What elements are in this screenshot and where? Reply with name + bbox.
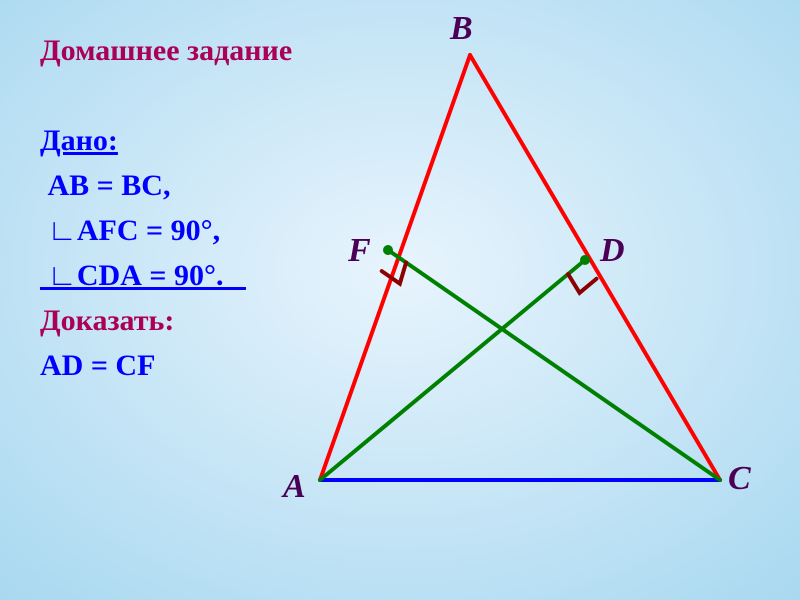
problem-text-block: Домашнее задание Дано: АВ = ВС, ∟АFС = 9… [40, 28, 292, 388]
point-label-B: B [450, 10, 473, 48]
point-label-F: F [348, 232, 371, 270]
slide-stage: Домашнее задание Дано: АВ = ВС, ∟АFС = 9… [0, 0, 800, 600]
point-label-C: C [728, 460, 751, 498]
prove-label: Доказать: [40, 298, 292, 343]
point-label-A: A [283, 468, 306, 506]
given-line: ∟СDА = 90°. [40, 253, 292, 298]
given-label: Дано: [40, 118, 292, 163]
given-line: ∟АFС = 90°, [40, 208, 292, 253]
hw-title: Домашнее задание [40, 28, 292, 73]
prove-line: АD = CF [40, 343, 292, 388]
given-line: АВ = ВС, [40, 163, 292, 208]
point-label-D: D [600, 232, 625, 270]
